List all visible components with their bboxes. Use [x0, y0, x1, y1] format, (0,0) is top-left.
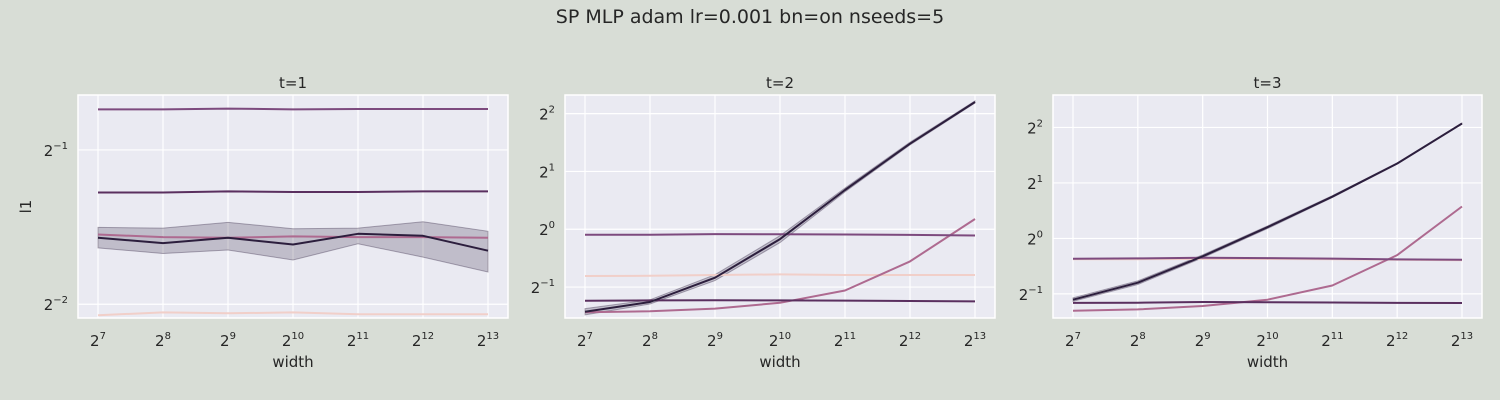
y-tick-label: 2−2 — [44, 295, 68, 314]
x-axis-label: width — [272, 353, 313, 371]
series-2-line — [584, 218, 976, 314]
x-tick-label: 27 — [90, 331, 106, 350]
plot-frame — [564, 94, 996, 319]
y-tick-label: 20 — [539, 220, 555, 239]
panel-3: t=3 27 28 29 210 211 212 213 2−1 20 21 22 width — [1019, 74, 1483, 371]
y-tick-label: 2−1 — [531, 278, 555, 297]
y-tick-label: 22 — [1027, 118, 1043, 137]
y-tick-label: 21 — [1027, 174, 1043, 193]
panel-2: t=2 27 28 29 210 211 212 213 2−1 20 21 22 width — [531, 74, 996, 371]
plot-frame — [1052, 94, 1483, 319]
panel-title: t=3 — [1254, 74, 1282, 92]
panels: t=1 27 28 29 210 211 212 213 2−2 2−1 width l1 t=2 27 2… — [17, 74, 1483, 371]
y-tick-label: 2−1 — [1019, 285, 1043, 304]
series-5-line — [584, 101, 976, 313]
x-tick-label: 211 — [834, 331, 856, 350]
series-1-line — [584, 273, 975, 277]
x-tick-label: 29 — [707, 331, 723, 350]
y-axis-label: l1 — [17, 200, 35, 214]
x-tick-label: 210 — [769, 331, 791, 350]
series-4-line — [584, 299, 976, 303]
panel-title: t=2 — [766, 74, 794, 92]
x-tick-label: 210 — [282, 331, 304, 350]
series-2-line — [97, 233, 489, 239]
y-tick-label: 2−1 — [44, 141, 68, 160]
y-tick-label: 21 — [539, 162, 555, 181]
x-tick-label: 212 — [899, 331, 921, 350]
x-tick-label: 211 — [1321, 331, 1343, 350]
figure-suptitle: SP MLP adam lr=0.001 bn=on nseeds=5 — [556, 6, 944, 28]
x-tick-label: 211 — [347, 331, 369, 350]
x-tick-label: 27 — [1065, 331, 1081, 350]
panel-1: t=1 27 28 29 210 211 212 213 2−2 2−1 width l1 — [17, 74, 509, 371]
series-1-line — [97, 311, 488, 317]
series-3-line — [98, 107, 488, 111]
series-5-line — [1072, 122, 1463, 301]
x-tick-label: 213 — [964, 331, 986, 350]
x-tick-label: 213 — [1451, 331, 1473, 350]
plot-frame — [77, 94, 509, 319]
x-tick-label: 28 — [1130, 331, 1146, 350]
x-tick-label: 212 — [412, 331, 434, 350]
series-4-line — [1072, 301, 1463, 304]
x-tick-label: 29 — [220, 331, 236, 350]
x-tick-label: 28 — [155, 331, 171, 350]
x-tick-label: 213 — [477, 331, 499, 350]
series-5-line — [97, 232, 489, 252]
x-tick-label: 27 — [577, 331, 593, 350]
series-3-line — [584, 233, 976, 237]
x-tick-label: 28 — [642, 331, 658, 350]
x-axis-label: width — [1247, 353, 1288, 371]
y-tick-label: 22 — [539, 105, 555, 124]
y-tick-label: 20 — [1027, 229, 1043, 248]
panel-title: t=1 — [279, 74, 307, 92]
x-tick-label: 212 — [1386, 331, 1408, 350]
series-2-line — [1072, 205, 1463, 312]
series-3-line — [1072, 256, 1463, 261]
x-tick-label: 210 — [1256, 331, 1278, 350]
series-4-line — [98, 190, 488, 194]
x-axis-label: width — [759, 353, 800, 371]
x-tick-label: 29 — [1195, 331, 1211, 350]
